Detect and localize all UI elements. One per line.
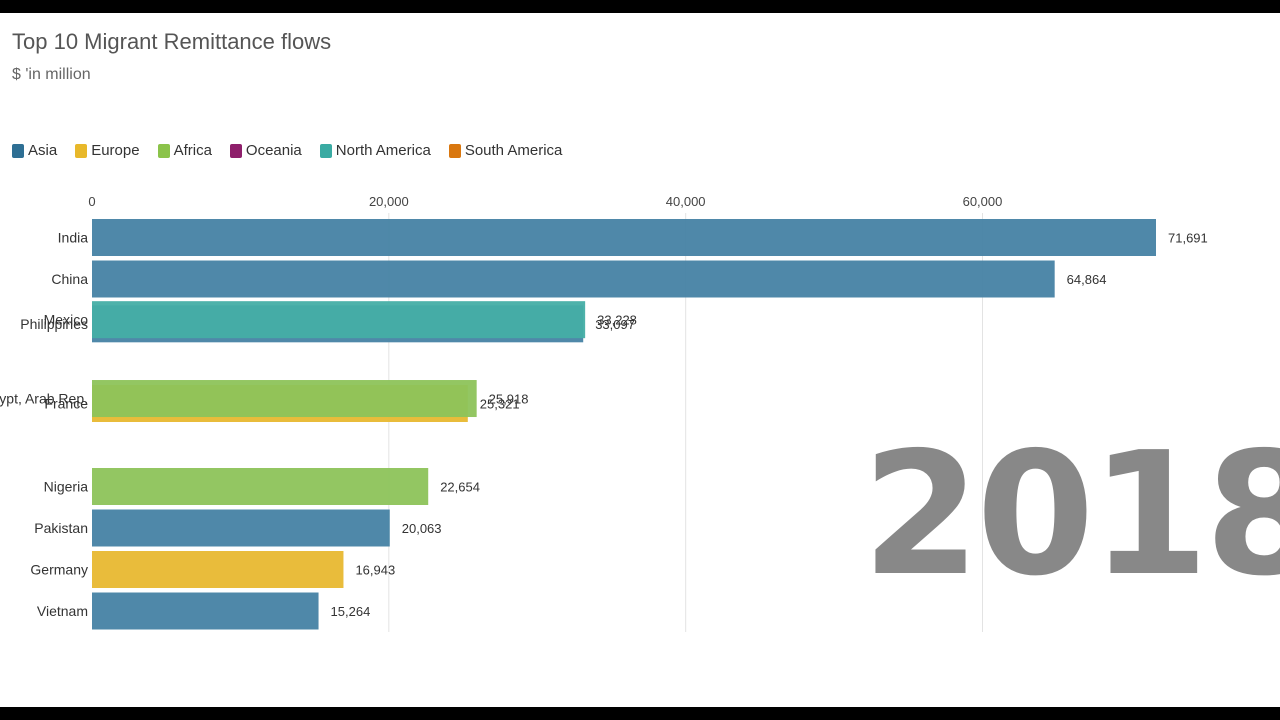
bar xyxy=(92,509,390,547)
value-label: 15,264 xyxy=(331,604,371,619)
bar xyxy=(92,551,344,588)
category-label: India xyxy=(58,230,89,246)
x-tick-label: 20,000 xyxy=(369,194,409,209)
value-label: 33,228 xyxy=(597,313,637,328)
legend-item-south-america[interactable]: South America xyxy=(448,142,563,159)
x-tick-label: 60,000 xyxy=(963,194,1003,209)
value-label: 71,691 xyxy=(1168,231,1208,246)
legend-label-oceania: Oceania xyxy=(245,142,302,159)
legend-swatch-asia xyxy=(12,143,24,158)
bar xyxy=(92,468,429,505)
legend-item-oceania[interactable]: Oceania xyxy=(229,142,302,159)
value-label: 64,864 xyxy=(1067,272,1107,287)
value-label: 25,321 xyxy=(480,397,520,412)
legend-swatch-north-america xyxy=(319,143,332,158)
bottom-letterbox xyxy=(0,707,1280,720)
value-label: 33,097 xyxy=(595,317,635,332)
legend-item-europe[interactable]: Europe xyxy=(75,142,140,159)
category-label: France xyxy=(44,396,88,412)
bar-row: Mexico 33,228 xyxy=(44,301,637,339)
bar xyxy=(92,380,477,418)
bar xyxy=(92,260,1055,298)
value-label: 20,063 xyxy=(402,521,442,536)
legend-swatch-europe xyxy=(75,143,88,158)
legend-label-europe: Europe xyxy=(91,142,140,159)
chart-subtitle: $ 'in million xyxy=(12,66,91,83)
value-label: 25,918 xyxy=(489,392,529,407)
bar-row: India 71,691 xyxy=(58,219,1208,256)
category-label: Philippines xyxy=(20,316,88,332)
category-label: Vietnam xyxy=(37,603,88,619)
category-label: Pakistan xyxy=(34,520,88,536)
category-label: Nigeria xyxy=(44,479,89,495)
legend-label-south-america: South America xyxy=(464,142,563,159)
year-label: 2018 xyxy=(862,416,1280,614)
legend-swatch-oceania xyxy=(229,143,242,158)
bar-row: Egypt, Arab Rep. 25,918 xyxy=(0,380,529,418)
category-label: Egypt, Arab Rep. xyxy=(0,391,88,407)
bar-row: China 64,864 xyxy=(51,260,1107,298)
legend-label-north-america: North America xyxy=(335,142,431,159)
x-tick-label: 40,000 xyxy=(666,194,706,209)
legend-item-africa[interactable]: Africa xyxy=(157,142,212,159)
bar xyxy=(92,219,1156,256)
category-label: Mexico xyxy=(44,312,89,328)
bar-row: Pakistan 20,063 xyxy=(34,509,442,547)
category-label: Germany xyxy=(30,562,88,578)
chart-title: Top 10 Migrant Remittance flows xyxy=(12,29,332,54)
top-letterbox xyxy=(0,0,1280,13)
legend-swatch-africa xyxy=(157,143,170,158)
legend-label-asia: Asia xyxy=(28,142,58,159)
category-label: China xyxy=(51,271,88,287)
bar-row: Vietnam 15,264 xyxy=(37,592,371,630)
bar xyxy=(92,592,319,630)
legend: Asia Europe Africa Oceania North America… xyxy=(12,142,562,159)
x-tick-label: 0 xyxy=(88,194,95,209)
bar xyxy=(92,301,586,339)
bar-row: Nigeria 22,654 xyxy=(44,468,480,505)
legend-swatch-south-america xyxy=(448,143,461,158)
value-label: 16,943 xyxy=(355,563,395,578)
legend-label-africa: Africa xyxy=(173,142,212,159)
legend-item-asia[interactable]: Asia xyxy=(12,142,57,159)
bar-row: Germany 16,943 xyxy=(30,551,395,588)
value-label: 22,654 xyxy=(440,480,480,495)
legend-item-north-america[interactable]: North America xyxy=(319,142,431,159)
